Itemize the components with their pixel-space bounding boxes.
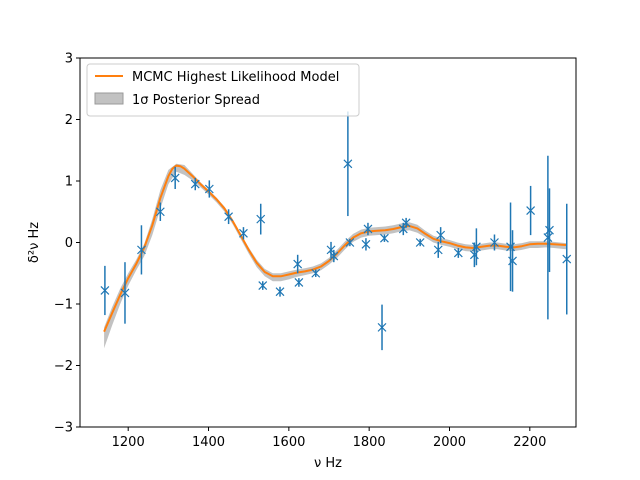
legend-label-spread: 1σ Posterior Spread bbox=[132, 93, 260, 108]
data-point bbox=[137, 225, 146, 275]
x-tick-label: 1200 bbox=[112, 435, 145, 450]
data-point bbox=[224, 209, 234, 225]
data-point bbox=[453, 248, 463, 258]
x-marker bbox=[401, 218, 411, 228]
data-point bbox=[294, 278, 304, 287]
data-point bbox=[526, 185, 536, 236]
data-point bbox=[170, 166, 180, 189]
data-point bbox=[433, 241, 443, 258]
x-tick-label: 2000 bbox=[433, 435, 466, 450]
x-marker bbox=[436, 230, 446, 240]
x-marker bbox=[508, 256, 517, 266]
data-point bbox=[415, 238, 425, 247]
x-marker bbox=[256, 214, 266, 224]
y-tick-label: −2 bbox=[54, 359, 73, 374]
x-marker bbox=[380, 233, 389, 243]
x-marker bbox=[258, 281, 268, 290]
data-point bbox=[508, 230, 517, 292]
data-point bbox=[345, 238, 355, 247]
x-marker bbox=[490, 238, 499, 247]
x-marker bbox=[343, 159, 353, 169]
data-point bbox=[120, 262, 130, 324]
y-axis-label: δ²ν Hz bbox=[27, 222, 42, 263]
data-point bbox=[401, 217, 411, 228]
x-marker bbox=[526, 206, 536, 215]
x-marker bbox=[311, 268, 321, 278]
x-tick-label: 1600 bbox=[272, 435, 305, 450]
data-point bbox=[490, 234, 499, 251]
x-marker bbox=[562, 254, 572, 264]
x-marker bbox=[345, 238, 355, 247]
x-marker bbox=[204, 184, 214, 194]
plot-area bbox=[100, 111, 572, 351]
legend: MCMC Highest Likelihood Model 1σ Posteri… bbox=[86, 63, 360, 117]
y-tick-label: 2 bbox=[65, 113, 73, 128]
data-point bbox=[329, 249, 339, 263]
x-tick-label: 1800 bbox=[353, 435, 386, 450]
x-marker bbox=[137, 245, 146, 255]
x-marker bbox=[543, 233, 553, 243]
x-marker bbox=[275, 287, 285, 297]
data-point bbox=[100, 265, 110, 316]
data-point bbox=[275, 286, 285, 297]
data-point bbox=[377, 304, 387, 351]
data-point bbox=[471, 228, 481, 266]
data-point bbox=[258, 281, 268, 290]
data-point bbox=[239, 227, 248, 240]
x-marker bbox=[361, 239, 371, 249]
x-marker bbox=[239, 228, 248, 238]
data-point bbox=[256, 203, 266, 235]
x-marker bbox=[329, 251, 339, 261]
x-marker bbox=[415, 238, 425, 247]
data-point bbox=[436, 227, 446, 244]
x-marker bbox=[120, 288, 130, 298]
data-point bbox=[311, 268, 321, 278]
x-marker bbox=[377, 322, 387, 332]
x-marker bbox=[471, 242, 481, 252]
x-marker bbox=[433, 245, 443, 255]
x-marker bbox=[190, 179, 200, 189]
y-tick-label: 0 bbox=[65, 236, 73, 251]
y-tick-label: 3 bbox=[65, 52, 73, 67]
y-tick-label: −3 bbox=[54, 421, 73, 436]
data-point bbox=[155, 202, 165, 221]
data-point bbox=[543, 155, 553, 320]
legend-patch-swatch bbox=[94, 92, 124, 105]
data-point bbox=[363, 222, 373, 236]
x-marker bbox=[100, 286, 110, 295]
x-marker bbox=[363, 224, 373, 234]
x-marker bbox=[294, 278, 304, 287]
data-point bbox=[380, 233, 389, 243]
x-marker bbox=[545, 225, 554, 235]
data-point bbox=[190, 177, 200, 191]
data-point bbox=[361, 238, 371, 251]
x-marker bbox=[155, 207, 165, 217]
model-line bbox=[103, 164, 567, 333]
legend-label-model: MCMC Highest Likelihood Model bbox=[132, 70, 339, 85]
data-point bbox=[293, 254, 303, 274]
y-tick-label: 1 bbox=[65, 175, 73, 190]
x-marker bbox=[453, 248, 463, 258]
x-marker bbox=[224, 212, 234, 222]
legend-box bbox=[86, 63, 360, 117]
axis-ticks: 1200 1400 1600 1800 2000 2200 −3 −2 −1 0 1 2 3 bbox=[54, 52, 547, 451]
x-tick-label: 1400 bbox=[192, 435, 225, 450]
data-point bbox=[343, 111, 353, 217]
x-tick-label: 2200 bbox=[513, 435, 546, 450]
data-point bbox=[562, 203, 572, 315]
y-tick-label: −1 bbox=[54, 298, 73, 313]
data-point bbox=[204, 180, 214, 198]
data-point bbox=[545, 188, 554, 273]
x-marker bbox=[293, 259, 303, 269]
x-marker bbox=[170, 173, 180, 183]
x-axis-label: ν Hz bbox=[314, 456, 342, 471]
